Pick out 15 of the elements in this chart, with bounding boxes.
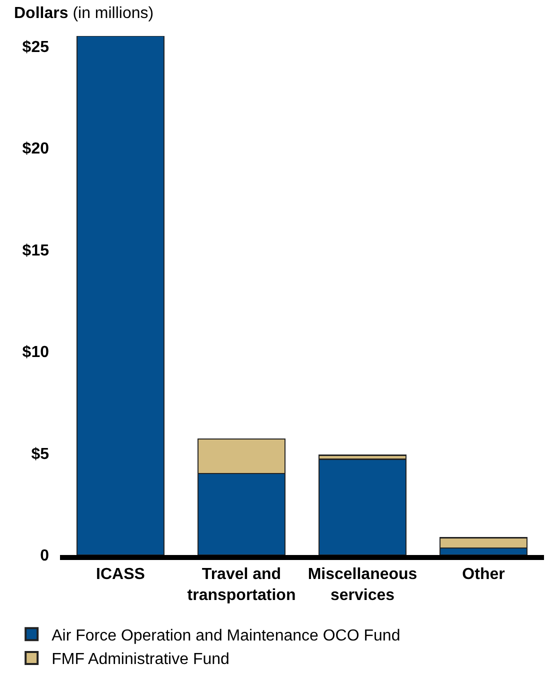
x-tick-label: Miscellaneous services [308, 566, 418, 604]
bar [318, 458, 407, 555]
x-tick-label: Other [462, 566, 505, 584]
bar [76, 36, 165, 555]
y-tick-label: $15 [22, 242, 50, 260]
y-tick-label: $10 [22, 344, 50, 362]
x-tick-label: ICASS [96, 566, 146, 584]
y-axis-title: Dollars (in millions) [14, 5, 154, 22]
y-tick-label: $20 [22, 140, 50, 158]
y-tick-label: $25 [22, 38, 50, 56]
y-tick-label: $5 [31, 446, 50, 463]
x-tick-label: Travel and transportation [187, 566, 296, 604]
legend-label: Air Force Operation and Maintenance OCO Fund [52, 627, 400, 644]
legend-label: FMF Administrative Fund [52, 651, 230, 668]
y-tick-label: 0 [40, 548, 50, 565]
